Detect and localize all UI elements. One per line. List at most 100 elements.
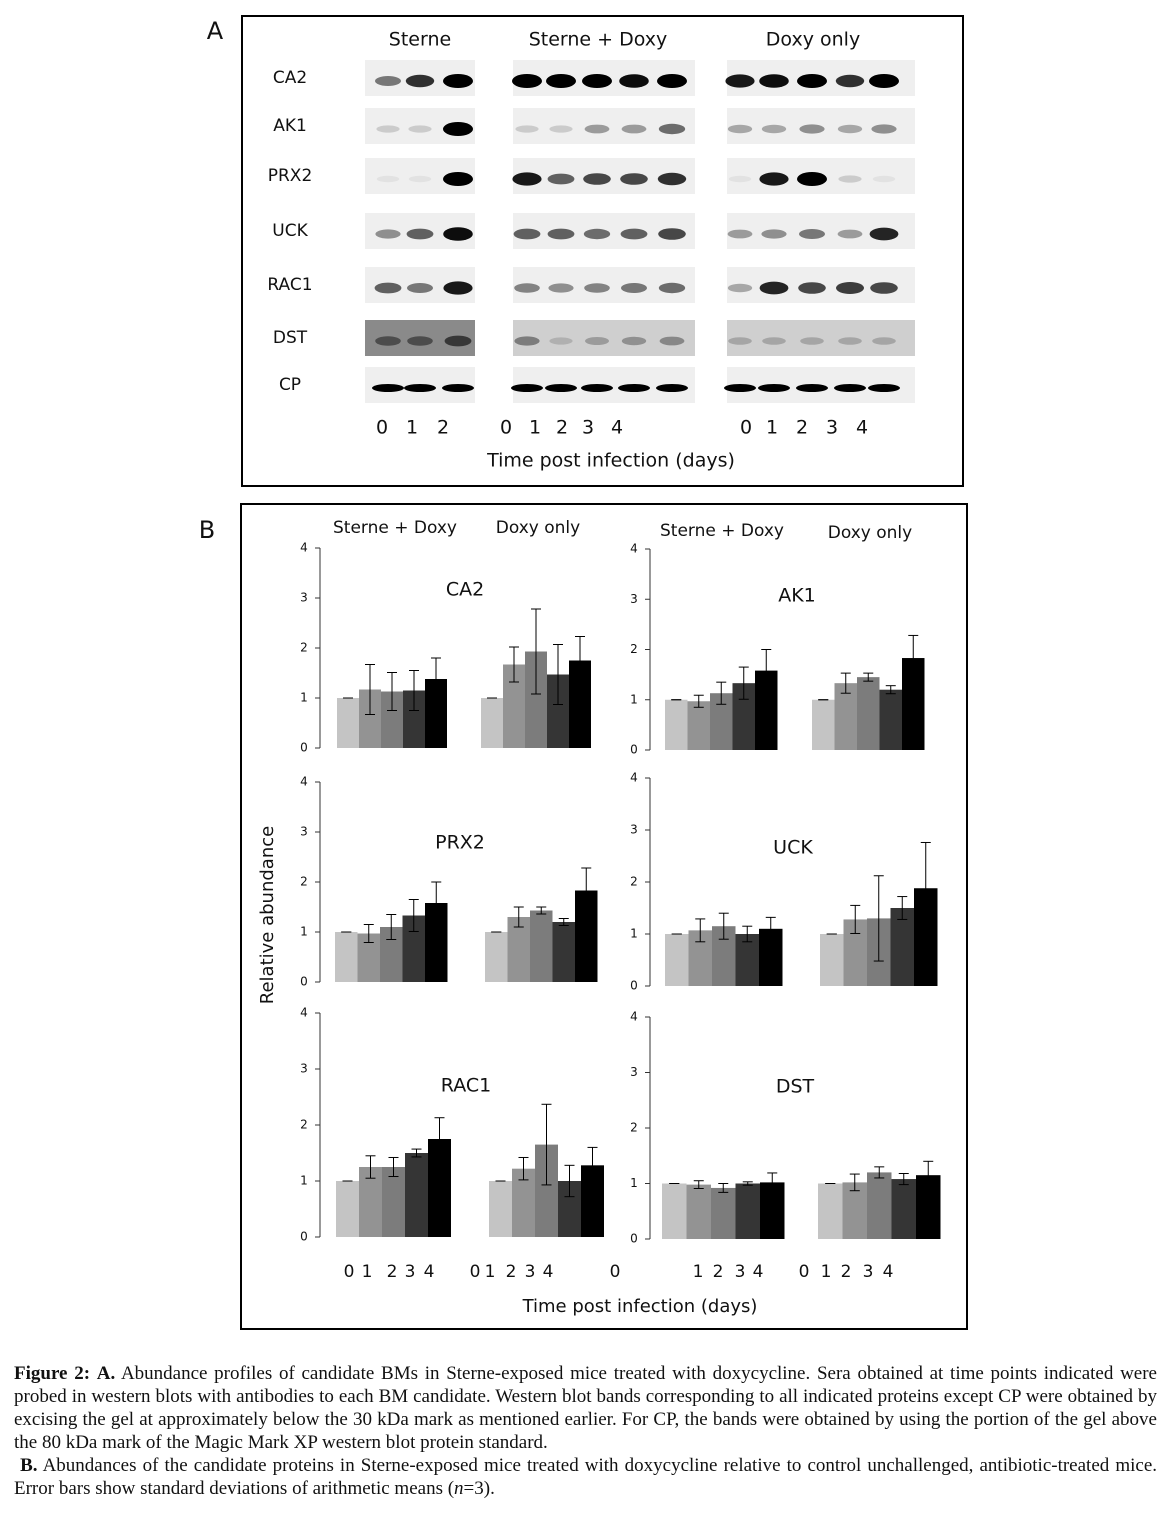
y-axis-label: Relative abundance — [257, 826, 278, 1004]
blot-band — [408, 125, 432, 133]
chart-title: CA2 — [446, 579, 484, 601]
blot-band — [406, 228, 434, 240]
blot-band — [759, 74, 789, 88]
bar — [569, 660, 591, 748]
blot-band — [545, 384, 577, 392]
y-tick-label: 2 — [300, 641, 308, 655]
bar — [337, 698, 359, 748]
chart-title: AK1 — [778, 585, 816, 607]
x-tick-label: 2 — [387, 1262, 398, 1282]
blot-band — [408, 175, 432, 183]
bar — [552, 922, 575, 982]
blot-band — [546, 74, 576, 88]
chart-title: RAC1 — [441, 1075, 491, 1097]
x-tick-label: 1 — [821, 1262, 832, 1282]
x-tick-label: 4 — [883, 1262, 894, 1282]
protein-label: CP — [279, 375, 301, 395]
bar — [755, 670, 778, 750]
blot-band — [657, 172, 687, 186]
y-tick-label: 3 — [300, 825, 308, 839]
blot-band — [837, 124, 863, 134]
x-tick-label: 2 — [841, 1262, 852, 1282]
day-label: 2 — [796, 417, 808, 439]
blot-band — [796, 384, 828, 392]
bar — [402, 915, 425, 982]
blot-band — [618, 384, 650, 392]
bar — [581, 1165, 604, 1237]
blot-strip — [727, 320, 915, 356]
blot-band — [376, 125, 400, 133]
bar — [558, 1181, 581, 1237]
blot-band — [870, 282, 898, 294]
group-heading: Sterne + Doxy — [333, 518, 457, 538]
y-tick-label: 3 — [300, 1062, 308, 1076]
bar — [834, 683, 857, 750]
blot-band — [621, 283, 647, 293]
panel-label: A — [207, 17, 224, 45]
blot-band — [443, 74, 473, 88]
bar — [382, 1167, 405, 1237]
bar — [425, 903, 448, 982]
bar — [335, 932, 358, 982]
blot-band — [724, 384, 756, 392]
blot-band — [407, 336, 433, 346]
blot-band — [872, 175, 896, 183]
bar — [812, 699, 835, 750]
day-label: 1 — [406, 417, 418, 439]
bar — [890, 908, 914, 986]
chart-title: PRX2 — [435, 832, 485, 854]
figure-label: Figure 2: — [14, 1363, 91, 1384]
blot-band — [871, 124, 897, 134]
x-tick-label: 0 — [799, 1262, 810, 1282]
blot-band — [444, 335, 472, 347]
bar — [525, 651, 547, 748]
x-tick-label: 3 — [863, 1262, 874, 1282]
y-tick-label: 0 — [630, 979, 638, 993]
bar — [686, 1184, 711, 1239]
y-tick-label: 0 — [300, 741, 308, 755]
blot-band — [405, 74, 435, 88]
bar — [818, 1183, 843, 1239]
y-tick-label: 0 — [630, 743, 638, 757]
bar — [735, 1183, 760, 1239]
day-label: 1 — [766, 417, 778, 439]
x-axis-label: Time post infection (days) — [486, 450, 735, 472]
blot-band — [728, 175, 752, 183]
caption-n: n — [454, 1478, 464, 1499]
blot-band — [836, 282, 864, 294]
y-tick-label: 0 — [300, 1230, 308, 1244]
blot-band — [512, 74, 542, 88]
condition-heading: Sterne + Doxy — [529, 29, 668, 51]
x-axis-label: Time post infection (days) — [522, 1296, 758, 1317]
blot-band — [442, 384, 474, 392]
blot-band — [582, 74, 612, 88]
protein-label: UCK — [272, 221, 308, 241]
blot-band — [584, 283, 610, 293]
day-label: 2 — [437, 417, 449, 439]
caption-b-label: B. — [20, 1455, 38, 1476]
blot-band — [798, 282, 826, 294]
x-tick-label: 2 — [506, 1262, 517, 1282]
x-tick-label: 1 — [362, 1262, 373, 1282]
blot-band — [620, 228, 648, 240]
blot-band — [443, 227, 473, 241]
blot-band — [548, 283, 574, 293]
x-tick-label: 0 — [470, 1262, 481, 1282]
chart-title: DST — [776, 1076, 815, 1098]
protein-label: AK1 — [273, 116, 307, 136]
y-tick-label: 3 — [630, 592, 638, 606]
blot-band — [583, 173, 611, 185]
panel-b-frame — [240, 503, 968, 1330]
bar — [857, 677, 880, 750]
bar — [503, 664, 525, 748]
blot-band — [547, 228, 575, 240]
blot-band — [799, 124, 825, 134]
blot-band — [762, 337, 786, 345]
blot-band — [725, 74, 755, 88]
bar — [489, 1181, 512, 1237]
blot-band — [515, 125, 539, 133]
bar — [507, 917, 530, 982]
blot-band — [547, 173, 575, 185]
bar — [425, 679, 447, 748]
y-tick-label: 1 — [630, 927, 638, 941]
